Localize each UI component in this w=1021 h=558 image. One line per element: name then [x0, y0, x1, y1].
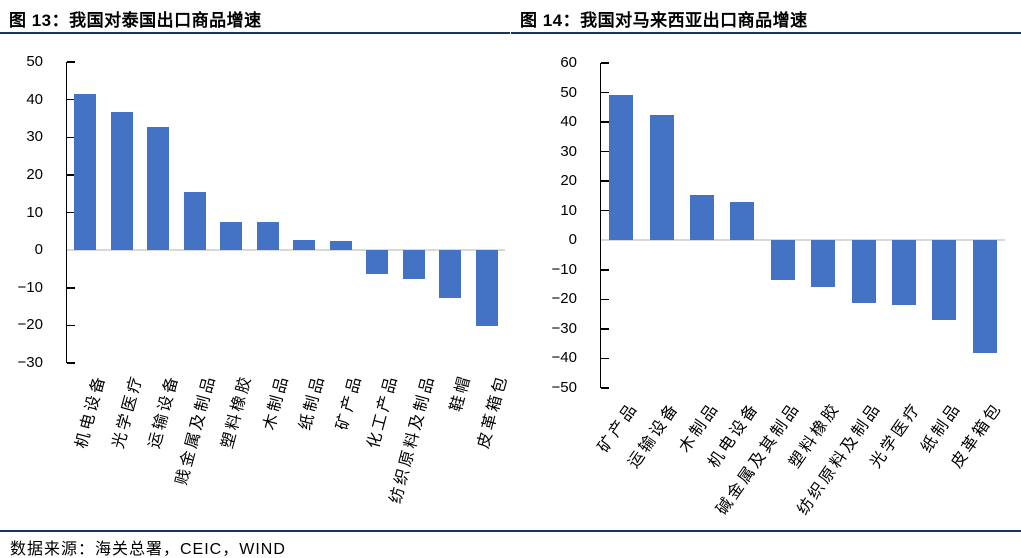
bar — [932, 240, 957, 321]
chart-13-title-underline — [0, 32, 510, 34]
y-axis-tick — [601, 357, 609, 360]
bar — [329, 240, 352, 251]
zero-baseline — [67, 249, 505, 251]
y-tick-label: 20 — [26, 165, 43, 183]
y-axis-tick — [601, 298, 609, 301]
bar — [609, 95, 634, 241]
bar — [220, 221, 243, 251]
y-axis-tick — [601, 209, 609, 212]
y-tick-label: −40 — [551, 349, 577, 367]
y-axis-tick — [601, 328, 609, 330]
y-tick-label: 40 — [26, 90, 43, 108]
x-category-label: 矿产品 — [333, 372, 365, 433]
chart-13-plot: 50 40 30 20 10 0 −10 −20 −30 机电设备 光学医疗 运输设备 贱金属及制品 塑料… — [0, 0, 511, 530]
y-tick-label: 10 — [560, 201, 577, 219]
bar — [147, 127, 170, 251]
y-axis-tick — [67, 98, 75, 101]
zero-baseline — [601, 239, 1005, 242]
y-axis-tick — [67, 61, 75, 63]
bar — [183, 191, 206, 251]
y-axis-tick — [601, 269, 609, 271]
y-tick-label: 10 — [26, 203, 43, 221]
bar — [293, 240, 316, 251]
x-category-label: 皮革箱包 — [474, 372, 511, 451]
y-axis-line — [599, 63, 601, 388]
y-tick-label: 50 — [26, 53, 43, 70]
data-source-text: 数据来源：海关总署，CEIC，WIND — [10, 541, 286, 558]
y-axis-tick — [67, 287, 75, 289]
bar — [256, 222, 279, 251]
y-tick-label: 0 — [568, 231, 577, 249]
bar — [366, 250, 389, 275]
bar — [402, 250, 425, 280]
y-axis-tick — [67, 324, 75, 327]
x-category-label: 塑料橡胶 — [219, 372, 256, 451]
y-tick-label: 60 — [560, 54, 577, 71]
x-category-label: 纸制品 — [297, 372, 329, 433]
chart-13-panel: 图 13：我国对泰国出口商品增速 50 40 30 20 10 0 −10 −20 −30 机电设… — [0, 0, 511, 530]
y-tick-label: −30 — [551, 319, 577, 337]
y-axis-tick — [601, 121, 609, 123]
y-tick-label: 20 — [560, 172, 577, 190]
x-category-label: 运输设备 — [146, 372, 183, 451]
y-axis-tick — [601, 62, 609, 64]
y-axis-tick — [67, 362, 75, 364]
chart-14-title: 图 14：我国对马来西亚出口商品增速 — [520, 11, 808, 30]
y-axis-tick — [601, 387, 609, 389]
bar — [439, 250, 462, 299]
bar — [972, 240, 997, 354]
y-axis-tick — [67, 211, 75, 214]
y-axis-tick — [67, 174, 75, 176]
bar — [110, 112, 133, 251]
y-tick-label: −10 — [551, 260, 577, 278]
y-axis-tick — [601, 150, 609, 153]
y-tick-label: 30 — [560, 142, 577, 160]
bar — [475, 250, 498, 327]
y-axis-tick — [67, 136, 75, 138]
x-category-label: 鞋帽 — [448, 372, 475, 414]
y-tick-label: −20 — [17, 316, 43, 334]
bar — [811, 240, 836, 288]
x-category-label: 木制品 — [260, 372, 292, 433]
y-tick-label: 50 — [560, 83, 577, 101]
bar — [892, 240, 916, 306]
chart-14-plot: 60 50 40 30 20 10 0 −10 −20 −30 −40 −50 矿产品 运输设备 木制品 机电… — [511, 0, 1021, 530]
y-tick-label: −20 — [551, 290, 577, 308]
x-category-label: 光学医疗 — [109, 372, 146, 451]
y-axis-line — [65, 62, 67, 363]
bar — [74, 93, 97, 251]
bar — [851, 240, 876, 304]
y-tick-label: 40 — [560, 113, 577, 131]
chart-14-title-underline — [511, 32, 1021, 34]
y-axis-tick — [601, 180, 609, 182]
y-tick-label: −50 — [551, 379, 577, 396]
chart-13-title: 图 13：我国对泰国出口商品增速 — [9, 11, 262, 30]
x-category-label: 化工产品 — [365, 372, 402, 451]
bar — [770, 240, 795, 281]
y-axis-tick — [601, 91, 609, 94]
chart-14-panel: 图 14：我国对马来西亚出口商品增速 60 50 40 30 20 10 0 −10 −20 −3… — [511, 0, 1021, 530]
bar — [649, 114, 674, 241]
y-tick-label: −10 — [17, 278, 43, 296]
footer-divider — [0, 530, 1021, 532]
y-tick-label: 0 — [34, 241, 43, 259]
y-tick-label: −30 — [17, 354, 43, 371]
bar — [730, 202, 755, 241]
y-tick-label: 30 — [26, 128, 43, 146]
x-category-label: 机电设备 — [73, 372, 110, 451]
bar — [690, 195, 714, 241]
